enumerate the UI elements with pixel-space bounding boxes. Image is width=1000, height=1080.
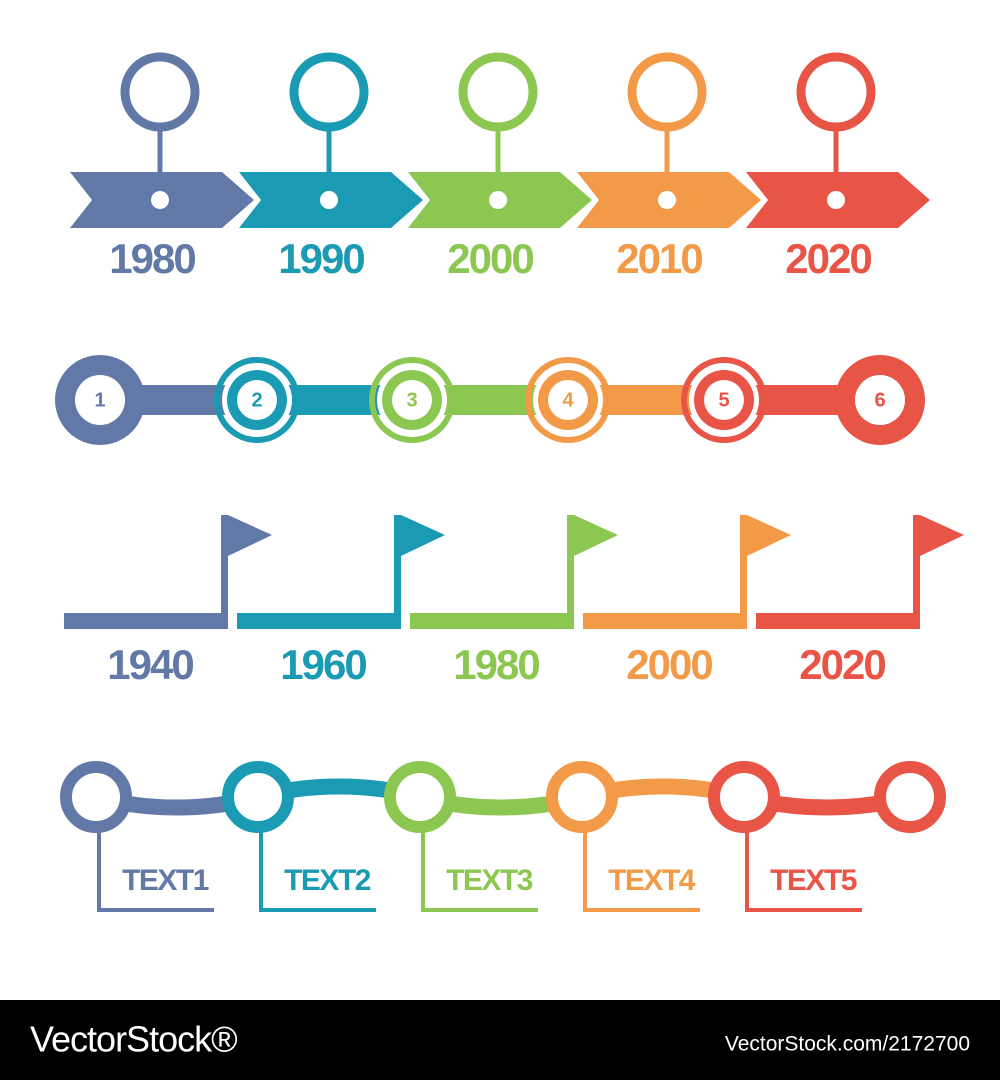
flag-base xyxy=(410,613,574,629)
step-number: 3 xyxy=(406,389,417,411)
step-inner xyxy=(855,375,905,425)
chain-ring xyxy=(708,761,780,833)
chain-ring xyxy=(222,761,294,833)
bracket xyxy=(583,830,700,912)
year-label: 2020 xyxy=(785,235,871,282)
pin-ring xyxy=(796,52,876,132)
chain-ring xyxy=(546,761,618,833)
flag-year: 2020 xyxy=(799,641,885,688)
pin-ring xyxy=(289,52,369,132)
pin-dot xyxy=(658,191,676,209)
flag-pole xyxy=(394,515,401,629)
flag-base xyxy=(583,613,747,629)
step-number: 5 xyxy=(718,389,729,411)
text-label: TEXT1 xyxy=(122,864,209,897)
step-inner xyxy=(237,380,277,420)
bracket xyxy=(421,830,538,912)
year-label: 2000 xyxy=(447,235,533,282)
year-label: 1990 xyxy=(278,235,364,282)
text-label: TEXT3 xyxy=(446,864,533,897)
step-number: 6 xyxy=(874,389,885,411)
pin-dot xyxy=(489,191,507,209)
bracket xyxy=(745,830,862,912)
flag xyxy=(920,515,964,556)
pin-ring xyxy=(120,52,200,132)
bracket xyxy=(259,830,376,912)
footer-brand: VectorStock® xyxy=(30,1019,237,1060)
flag xyxy=(228,515,272,556)
flag-year: 1940 xyxy=(107,641,193,688)
outer-ring xyxy=(369,357,455,443)
pin-dot xyxy=(320,191,338,209)
step-inner xyxy=(704,380,744,420)
flag xyxy=(747,515,791,556)
flag-pole xyxy=(567,515,574,629)
pin-ring xyxy=(627,52,707,132)
bracket xyxy=(97,830,214,912)
flag-pole xyxy=(221,515,228,629)
flag-year: 1980 xyxy=(453,641,539,688)
outer-ring xyxy=(525,357,611,443)
flag-pole xyxy=(913,515,920,629)
pin-dot xyxy=(151,191,169,209)
step-number: 2 xyxy=(251,389,262,411)
pin-ring xyxy=(458,52,538,132)
text-label: TEXT4 xyxy=(608,864,696,897)
chain-ring xyxy=(60,761,132,833)
step-number: 1 xyxy=(94,389,105,411)
step-number: 4 xyxy=(562,389,574,411)
chain-ring xyxy=(874,761,946,833)
flag-year: 1960 xyxy=(280,641,366,688)
text-label: TEXT2 xyxy=(284,864,371,897)
step-inner xyxy=(392,380,432,420)
flag xyxy=(401,515,445,556)
flag xyxy=(574,515,618,556)
year-label: 1980 xyxy=(109,235,195,282)
text-label: TEXT5 xyxy=(770,864,857,897)
footer-band xyxy=(0,1000,1000,1080)
footer-id: VectorStock.com/2172700 xyxy=(725,1033,970,1056)
pin-dot xyxy=(827,191,845,209)
step-inner xyxy=(75,375,125,425)
flag-pole xyxy=(740,515,747,629)
chain-ring xyxy=(384,761,456,833)
year-label: 2010 xyxy=(616,235,702,282)
outer-ring xyxy=(214,357,300,443)
flag-year: 2000 xyxy=(626,641,712,688)
flag-base xyxy=(64,613,228,629)
flag-base xyxy=(237,613,401,629)
flag-base xyxy=(756,613,920,629)
outer-ring xyxy=(681,357,767,443)
step-inner xyxy=(548,380,588,420)
